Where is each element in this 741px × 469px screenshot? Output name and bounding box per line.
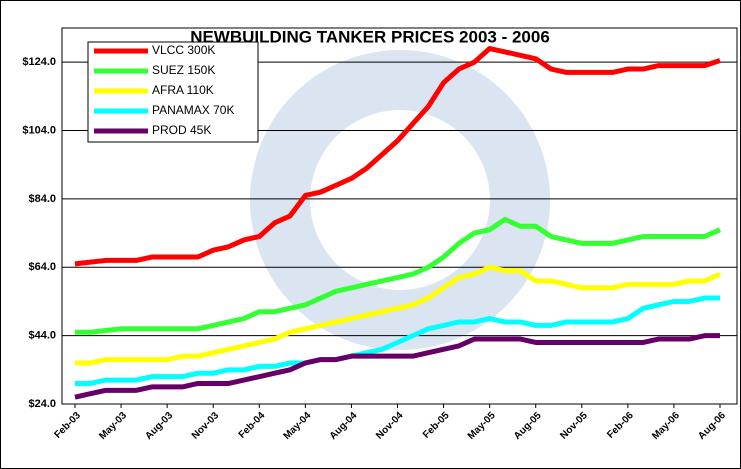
series-line (75, 295, 720, 386)
legend-label: VLCC 300K (152, 43, 215, 57)
series-line (74, 46, 721, 267)
series-line (75, 216, 722, 335)
y-tick-label: $104.0 (22, 124, 56, 136)
chart-title: NEWBUILDING TANKER PRICES 2003 - 2006 (190, 27, 550, 46)
y-tick-label: $124.0 (22, 56, 56, 68)
legend-label: PANAMAX 70K (152, 103, 234, 117)
legend-label: SUEZ 150K (152, 63, 215, 77)
legend-label: AFRA 110K (152, 83, 214, 97)
y-tick-label: $64.0 (28, 261, 56, 273)
y-tick-label: $84.0 (28, 193, 56, 205)
legend-label: PROD 45K (152, 123, 211, 137)
series-line (74, 333, 720, 400)
watermark (250, 50, 550, 350)
y-tick-label: $44.0 (28, 330, 56, 342)
y-tick-label: $24.0 (28, 398, 56, 410)
legend-box (87, 41, 259, 143)
series-line (75, 264, 722, 366)
